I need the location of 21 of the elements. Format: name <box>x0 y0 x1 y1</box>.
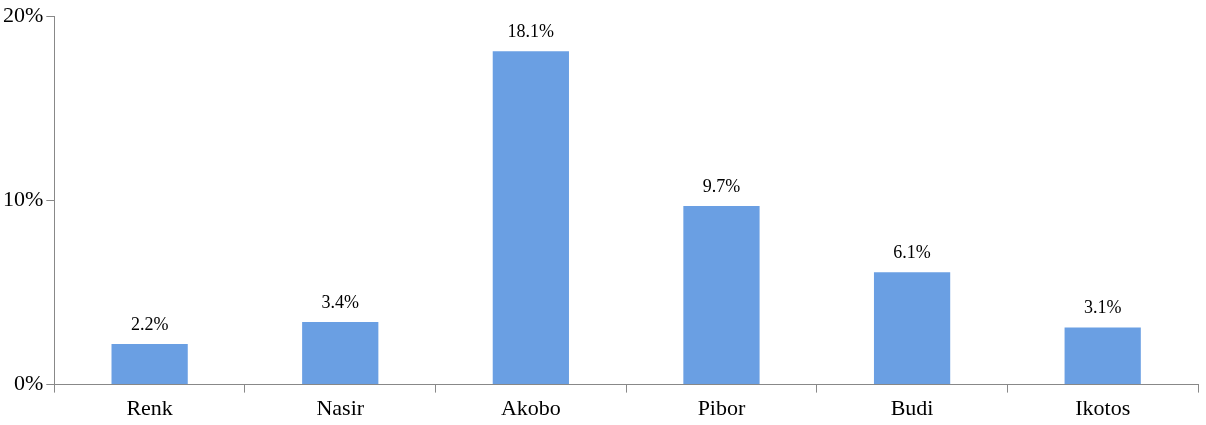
bar <box>683 205 760 385</box>
x-tick-label: Nasir <box>316 394 365 420</box>
data-label: 18.1% <box>507 20 555 41</box>
bar <box>873 272 951 385</box>
y-tick-label: 10% <box>3 186 44 212</box>
x-tick-label: Budi <box>890 394 934 420</box>
bar <box>111 344 188 385</box>
data-label: 3.4% <box>321 291 359 312</box>
data-label: 6.1% <box>893 241 931 262</box>
data-label: 2.2% <box>130 313 169 334</box>
y-tick-label: 20% <box>3 1 44 27</box>
y-tick-label: 0% <box>14 370 44 396</box>
bar <box>492 51 569 385</box>
bar <box>302 321 379 385</box>
data-label: 9.7% <box>702 175 741 196</box>
x-tick-label: Pibor <box>697 394 746 420</box>
bar <box>1064 327 1141 385</box>
x-tick-label: Akobo <box>500 394 561 420</box>
x-tick-label: Ikotos <box>1075 394 1131 420</box>
x-tick-label: Renk <box>126 394 173 420</box>
data-label: 3.1% <box>1083 297 1122 318</box>
